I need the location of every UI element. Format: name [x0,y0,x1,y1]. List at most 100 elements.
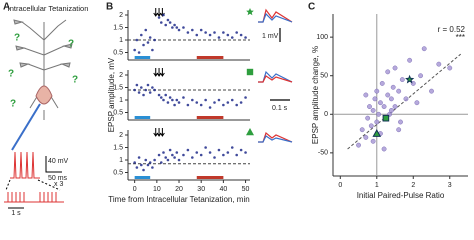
data-point [182,26,185,29]
data-point [166,18,170,22]
data-point [164,93,168,97]
period-bar [196,176,224,179]
stim-arrow [159,68,165,77]
data-point [191,98,194,102]
data-point [146,163,150,167]
zoom-lines [5,179,61,191]
data-point [153,88,156,92]
y-tick-label: 1 [119,157,123,164]
y-tick-label: 2 [119,132,123,139]
data-point [175,98,179,102]
data-point [146,41,150,44]
data-point [144,28,148,32]
data-point [396,88,402,94]
data-point [135,38,139,42]
data-point [166,158,170,162]
data-point [135,83,139,87]
y-tick-label: 0.5 [113,169,123,176]
y-tick-label: 1.5 [113,144,123,151]
data-point [217,148,221,152]
data-point [374,119,380,125]
stim-arrow [153,128,159,137]
data-point [186,31,190,34]
data-point [164,156,168,159]
page: A Intracellular Tetanization ? ? ? ? ? 4… [3,1,468,216]
scale-label: 0.1 s [272,105,288,112]
neuron [13,19,73,120]
data-point [151,166,154,169]
panel-title: Intracellular Tetanization [8,4,89,13]
data-point [186,103,190,107]
y-tick-label: 0.5 [113,109,123,116]
figure: A Intracellular Tetanization ? ? ? ? ? 4… [3,2,468,216]
data-point [398,119,403,125]
question: ? [8,69,14,80]
data-point [168,96,172,99]
data-point [226,33,230,37]
data-point [356,142,361,148]
scale-label: 50 ms [48,175,68,182]
data-point [379,81,385,86]
data-point [390,84,396,90]
data-point [195,33,199,37]
period-bar [134,116,151,119]
stim-arrow [156,8,162,17]
data-point [137,51,141,54]
data-point [157,153,161,157]
data-point [153,158,156,162]
data-point [142,43,145,47]
data-point [381,146,387,152]
data-point [146,83,150,87]
stim-arrow [159,128,165,137]
data-point [374,88,380,94]
data-point [217,36,221,39]
data-point [175,151,179,154]
y-tick-label: 50 [320,73,328,80]
data-point [230,98,234,102]
highlight-point [405,74,415,84]
data-point [421,46,427,52]
y-axis-label: EPSP amplitude change, % [311,46,320,144]
y-tick-label: 100 [316,34,328,41]
annotation: r = 0.52 [438,25,466,34]
period-bar [196,116,224,119]
data-point [199,103,203,107]
data-point [204,31,207,34]
data-point [177,28,181,32]
data-point [177,158,181,162]
x-axis-label: Initial Paired-Pulse Ratio [357,191,445,200]
y-tick-label: 2 [119,12,123,19]
data-point [195,151,199,154]
data-point [222,103,225,107]
data-point [235,103,238,107]
data-point [429,88,434,94]
question: ? [68,39,74,50]
x-tick-label: 10 [153,186,161,193]
data-point [392,65,398,71]
x-tick-label: 3 [448,182,452,189]
cell-marker [246,8,254,16]
y-tick-label: -50 [318,150,328,157]
data-point [175,26,179,29]
x-axis-label: Time from Intracellular Tetanization, mi… [108,195,249,204]
x-tick-label: 20 [175,186,183,193]
data-point [226,151,230,154]
question: ? [72,75,78,86]
data-point [166,101,170,104]
y-tick-label: 1 [119,37,123,44]
soma [35,85,53,105]
stim-arrow [156,68,162,77]
annotation: *** [456,33,465,42]
data-point [157,16,161,19]
data-point [168,21,172,24]
data-point [226,101,230,104]
data-point [385,69,391,75]
data-point [376,111,382,117]
data-point [359,127,365,133]
data-point [230,146,234,149]
data-point [244,96,247,99]
data-point [133,161,136,164]
data-point [173,156,176,159]
data-point [363,135,369,140]
data-point [142,93,145,97]
